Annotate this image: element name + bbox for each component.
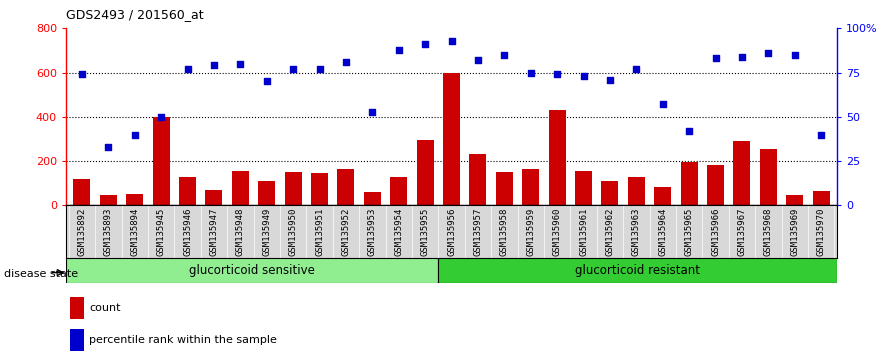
Bar (470, 154, 486, 205)
Point (313, 66, 327, 72)
Text: GDS2493 / 201560_at: GDS2493 / 201560_at (66, 8, 204, 21)
Text: GSM135954: GSM135954 (394, 208, 403, 256)
Point (761, 50, 775, 56)
Text: GSM135960: GSM135960 (552, 208, 561, 256)
Bar (258, 181, 275, 205)
Text: glucorticoid sensitive: glucorticoid sensitive (189, 264, 315, 277)
Bar (680, 162, 698, 205)
Bar (759, 149, 777, 205)
Bar (100, 195, 117, 205)
Point (550, 72, 564, 77)
Point (260, 79, 274, 84)
Bar (522, 169, 539, 205)
Bar (66, 258, 438, 283)
Bar (654, 187, 671, 205)
Point (366, 109, 380, 114)
Bar (337, 169, 354, 205)
Bar (70, 329, 84, 351)
Bar (602, 181, 618, 205)
Bar (70, 297, 84, 319)
Bar (438, 258, 837, 283)
Text: percentile rank within the sample: percentile rank within the sample (89, 335, 278, 345)
Text: GSM135948: GSM135948 (236, 208, 245, 256)
Point (207, 63, 221, 68)
Bar (575, 171, 592, 205)
Bar (73, 179, 91, 205)
Point (788, 52, 802, 58)
Text: GSM135961: GSM135961 (579, 208, 588, 256)
Bar (417, 140, 433, 205)
Point (629, 66, 643, 72)
Text: GSM135967: GSM135967 (737, 208, 746, 256)
Text: GSM135965: GSM135965 (685, 208, 693, 256)
Bar (390, 177, 407, 205)
Point (339, 59, 353, 65)
Bar (179, 177, 196, 205)
Text: GSM135958: GSM135958 (500, 208, 509, 256)
Point (128, 132, 142, 137)
Point (286, 66, 300, 72)
Text: GSM135966: GSM135966 (711, 208, 720, 256)
Point (497, 52, 511, 58)
Bar (364, 192, 381, 205)
Text: GSM135963: GSM135963 (632, 208, 640, 256)
Bar (443, 73, 460, 205)
Text: GSM135955: GSM135955 (420, 208, 430, 256)
Point (523, 70, 537, 75)
Text: GSM135893: GSM135893 (104, 208, 113, 256)
Point (154, 114, 168, 120)
Text: GSM135950: GSM135950 (289, 208, 298, 256)
Point (392, 47, 406, 52)
Point (101, 144, 115, 150)
Point (603, 77, 617, 82)
Bar (549, 110, 566, 205)
Bar (311, 173, 328, 205)
Text: GSM135962: GSM135962 (605, 208, 614, 256)
Text: GSM135947: GSM135947 (210, 208, 218, 256)
Bar (205, 190, 223, 205)
Text: disease state: disease state (4, 269, 78, 279)
Bar (628, 177, 645, 205)
Text: GSM135969: GSM135969 (790, 208, 799, 256)
Bar (152, 117, 170, 205)
Point (418, 41, 433, 47)
Text: count: count (89, 303, 121, 313)
Point (735, 54, 749, 59)
Bar (126, 194, 144, 205)
Text: glucorticoid resistant: glucorticoid resistant (575, 264, 700, 277)
Text: GSM135970: GSM135970 (817, 208, 825, 256)
Text: GSM135968: GSM135968 (764, 208, 773, 256)
Text: GSM135892: GSM135892 (78, 208, 86, 256)
Point (682, 128, 696, 134)
Text: GSM135946: GSM135946 (183, 208, 192, 256)
Point (75, 72, 89, 77)
Point (814, 132, 828, 137)
Text: GSM135953: GSM135953 (367, 208, 377, 256)
Point (470, 57, 485, 63)
Text: GSM135957: GSM135957 (473, 208, 483, 256)
Bar (812, 191, 830, 205)
Bar (707, 166, 724, 205)
Bar (232, 171, 249, 205)
Text: GSM135894: GSM135894 (130, 208, 139, 256)
Point (708, 56, 722, 61)
Text: GSM135959: GSM135959 (526, 208, 536, 256)
Bar (285, 172, 301, 205)
Text: GSM135945: GSM135945 (157, 208, 166, 256)
Point (233, 61, 248, 67)
Text: GSM135964: GSM135964 (658, 208, 667, 256)
Text: GSM135956: GSM135956 (447, 208, 456, 256)
Point (181, 66, 195, 72)
Point (444, 38, 458, 44)
Point (655, 102, 670, 107)
Bar (733, 141, 751, 205)
Point (576, 73, 590, 79)
Bar (786, 195, 803, 205)
Text: GSM135952: GSM135952 (342, 208, 351, 256)
Text: GSM135949: GSM135949 (263, 208, 271, 256)
Bar (496, 172, 513, 205)
Text: GSM135951: GSM135951 (315, 208, 324, 256)
